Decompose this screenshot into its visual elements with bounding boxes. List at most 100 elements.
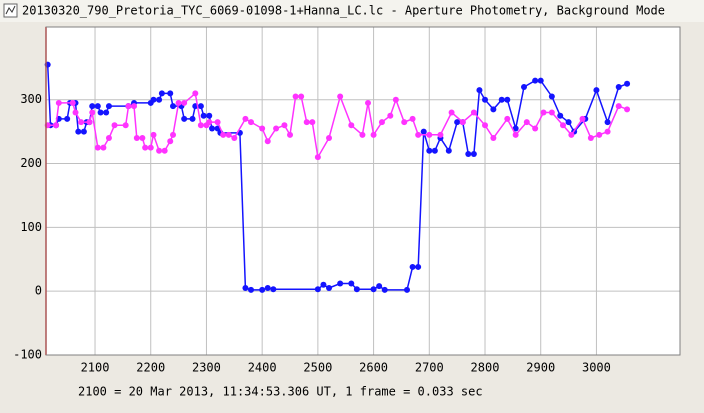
x-tick-label: 2200 [136, 361, 165, 375]
data-point [259, 286, 266, 293]
data-point [225, 131, 232, 138]
data-point [100, 144, 107, 151]
data-point [167, 138, 174, 145]
data-point [381, 286, 388, 293]
data-point [206, 119, 213, 126]
x-tick-label: 2900 [526, 361, 555, 375]
data-point [200, 112, 207, 119]
data-point [94, 103, 101, 110]
data-point [445, 147, 452, 154]
data-point [97, 109, 104, 116]
data-point [548, 93, 555, 100]
data-point [521, 83, 528, 90]
data-point [624, 106, 631, 113]
data-point [298, 93, 305, 100]
data-point [512, 125, 519, 132]
data-point [376, 283, 383, 290]
data-point [579, 115, 586, 122]
data-point [470, 150, 477, 157]
x-tick-label: 2400 [248, 361, 277, 375]
data-point [264, 284, 271, 291]
data-point [175, 99, 182, 106]
data-point [197, 122, 204, 129]
data-point [55, 99, 62, 106]
data-point [150, 96, 157, 103]
data-point [248, 286, 255, 293]
data-point [568, 131, 575, 138]
data-point [337, 280, 344, 287]
data-point [192, 90, 199, 97]
data-point [540, 109, 547, 116]
data-point [470, 109, 477, 116]
data-point [287, 131, 294, 138]
data-point [181, 115, 188, 122]
data-point [161, 147, 168, 154]
data-point [365, 99, 372, 106]
data-point [64, 115, 71, 122]
y-tick-label: 200 [20, 156, 42, 170]
data-point [337, 93, 344, 100]
data-point [150, 131, 157, 138]
data-point [593, 87, 600, 94]
data-point [170, 103, 177, 110]
y-tick-label: 0 [35, 284, 42, 298]
data-point [504, 115, 511, 122]
data-point [133, 135, 140, 142]
x-tick-label: 2100 [81, 361, 110, 375]
data-point [348, 122, 355, 129]
data-point [532, 125, 539, 132]
data-point [80, 128, 87, 135]
data-point [259, 125, 266, 132]
data-point [557, 112, 564, 119]
data-point [326, 135, 333, 142]
data-point [242, 115, 249, 122]
data-point [281, 122, 288, 129]
x-tick-label: 2600 [359, 361, 388, 375]
data-point [89, 103, 96, 110]
x-tick-label: 2800 [471, 361, 500, 375]
data-point [448, 109, 455, 116]
data-point [624, 80, 631, 87]
data-point [156, 96, 163, 103]
data-point [604, 119, 611, 126]
data-point [303, 119, 310, 126]
data-point [69, 99, 76, 106]
data-point [537, 77, 544, 84]
data-point [465, 150, 472, 157]
data-point [209, 125, 216, 132]
data-point [105, 103, 112, 110]
data-point [532, 77, 539, 84]
data-point [170, 131, 177, 138]
data-point [615, 103, 622, 110]
data-point [387, 112, 394, 119]
y-tick-label: 100 [20, 220, 42, 234]
window-title: 20130320_790_Pretoria_TYC_6069-01098-1+H… [22, 4, 665, 18]
data-point [437, 131, 444, 138]
data-point [264, 138, 271, 145]
x-tick-label: 2500 [303, 361, 332, 375]
data-point [392, 96, 399, 103]
data-point [482, 96, 489, 103]
title-bar [0, 0, 704, 22]
data-point [548, 109, 555, 116]
data-point [131, 103, 138, 110]
data-point [197, 103, 204, 110]
data-point [156, 147, 163, 154]
data-point [89, 109, 96, 116]
data-point [270, 286, 277, 293]
data-point [490, 106, 497, 113]
data-point [370, 286, 377, 293]
data-point [139, 135, 146, 142]
data-point [348, 280, 355, 287]
data-point [86, 119, 93, 126]
data-point [142, 144, 149, 151]
footer: 2100 = 20 Mar 2013, 11:34:53.306 UT, 1 f… [78, 385, 483, 399]
data-point [426, 131, 433, 138]
data-point [415, 263, 422, 270]
plot-frame [45, 26, 681, 356]
y-tick-label: 300 [20, 92, 42, 106]
data-point [320, 281, 327, 288]
data-point [587, 135, 594, 142]
data-point [72, 109, 79, 116]
